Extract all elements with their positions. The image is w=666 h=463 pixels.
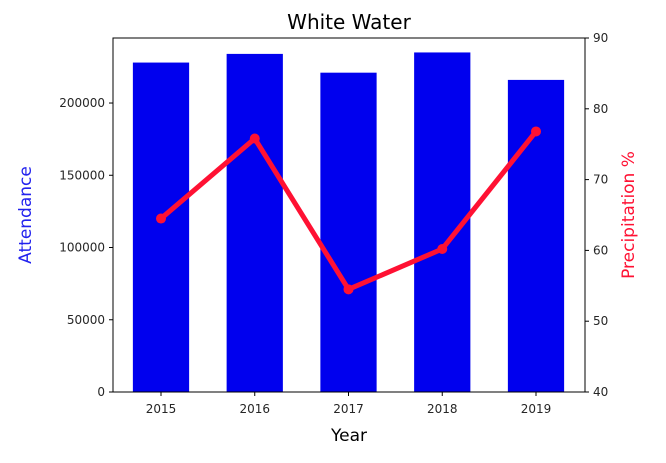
y-axis-right: 40 50 60 70 80 90 — [585, 31, 608, 399]
line-series-group — [156, 126, 541, 295]
y-left-tick-label-100000: 100000 — [59, 241, 105, 255]
x-tick-label-2019: 2019 — [521, 402, 552, 416]
y-right-tick-label-50: 50 — [593, 314, 608, 328]
line-point-2017 — [343, 284, 354, 295]
bar-2017 — [320, 72, 377, 392]
x-axis: 2015 2016 2017 2018 2019 — [146, 392, 552, 416]
bar-2015 — [132, 62, 190, 393]
y-right-tick-label-70: 70 — [593, 173, 608, 187]
y-axis-left: 0 50000 100000 150000 200000 — [59, 96, 113, 399]
line-point-2018 — [437, 243, 448, 254]
chart-title: White Water — [287, 10, 411, 34]
y-right-tick-label-80: 80 — [593, 102, 608, 116]
bar-2016 — [226, 53, 283, 392]
bar-group — [132, 52, 565, 393]
x-tick-label-2015: 2015 — [146, 402, 177, 416]
line-point-2019 — [531, 126, 541, 137]
line-point-2016 — [249, 133, 260, 144]
y-axis-left-title: Attendance — [16, 166, 36, 264]
y-right-tick-label-90: 90 — [593, 31, 608, 45]
y-left-tick-label-150000: 150000 — [59, 168, 105, 182]
x-axis-title: Year — [330, 426, 367, 446]
x-tick-label-2016: 2016 — [239, 402, 270, 416]
y-left-tick-label-0: 0 — [97, 385, 105, 399]
x-tick-label-2017: 2017 — [333, 402, 364, 416]
y-left-tick-label-50000: 50000 — [67, 313, 105, 327]
x-tick-label-2018: 2018 — [427, 402, 458, 416]
y-axis-right-title: Precipitation % — [619, 151, 639, 279]
line-point-2015 — [156, 213, 166, 224]
y-right-tick-label-40: 40 — [593, 385, 608, 399]
y-left-tick-label-200000: 200000 — [59, 96, 105, 110]
y-right-tick-label-60: 60 — [593, 243, 608, 257]
